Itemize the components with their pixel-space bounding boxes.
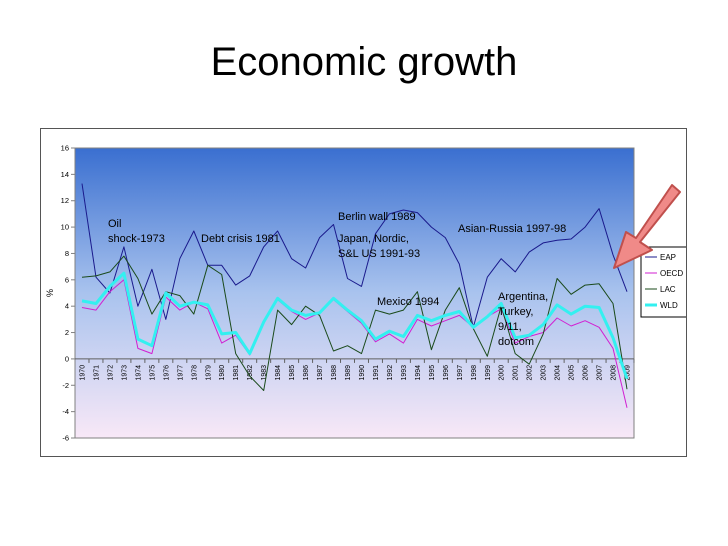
legend-label-oecd: OECD bbox=[660, 269, 683, 278]
y-tick-label: -6 bbox=[62, 434, 69, 443]
annotation-debt: Debt crisis 1981 bbox=[201, 233, 280, 245]
pointer-arrow-icon bbox=[613, 184, 681, 269]
annotation-argentina: Turkey, bbox=[498, 306, 533, 318]
y-tick-label: 10 bbox=[61, 223, 69, 232]
y-tick-label: 12 bbox=[61, 196, 69, 205]
x-tick-label: 1989 bbox=[345, 365, 352, 381]
y-tick-label: -2 bbox=[62, 381, 69, 390]
x-tick-label: 2004 bbox=[555, 365, 562, 381]
x-tick-label: 1981 bbox=[233, 365, 240, 381]
x-tick-label: 1984 bbox=[275, 365, 282, 381]
x-tick-label: 2008 bbox=[611, 365, 618, 381]
y-tick-label: 2 bbox=[65, 328, 69, 337]
annotation-japan: S&L US 1991-93 bbox=[338, 248, 420, 260]
series-line-wld bbox=[81, 271, 629, 380]
x-tick-label: 1995 bbox=[429, 365, 436, 381]
legend-label-lac: LAC bbox=[660, 285, 676, 294]
y-tick-label: 14 bbox=[61, 170, 69, 179]
y-tick-label: 16 bbox=[61, 144, 69, 153]
x-tick-label: 1976 bbox=[163, 365, 170, 381]
x-tick-label: 1993 bbox=[401, 365, 408, 381]
series-line-eap bbox=[81, 183, 628, 328]
x-tick-label: 1999 bbox=[485, 365, 492, 381]
x-tick-label: 2006 bbox=[583, 365, 590, 381]
x-tick-label: 1997 bbox=[457, 365, 464, 381]
annotation-mexico: Mexico 1994 bbox=[377, 296, 439, 308]
x-tick-label: 1977 bbox=[177, 365, 184, 381]
annotation-japan: Japan, Nordic, bbox=[338, 233, 409, 245]
x-tick-label: 1983 bbox=[261, 365, 268, 381]
x-tick-label: 1980 bbox=[219, 365, 226, 381]
x-tick-label: 1990 bbox=[359, 365, 366, 381]
x-tick-label: 1978 bbox=[191, 365, 198, 381]
x-tick-label: 2007 bbox=[597, 365, 604, 381]
x-tick-label: 2003 bbox=[541, 365, 548, 381]
x-tick-label: 1975 bbox=[149, 365, 156, 381]
x-tick-label: 1972 bbox=[107, 365, 114, 381]
x-tick-label: 2009 bbox=[625, 365, 632, 381]
x-tick-label: 2001 bbox=[513, 365, 520, 381]
x-tick-label: 2002 bbox=[527, 365, 534, 381]
annotation-oil: shock-1973 bbox=[108, 233, 165, 245]
x-tick-label: 1991 bbox=[373, 365, 380, 381]
slide-title: Economic growth bbox=[210, 40, 518, 84]
x-tick-label: 1998 bbox=[471, 365, 478, 381]
x-tick-label: 1992 bbox=[387, 365, 394, 381]
legend-label-eap: EAP bbox=[660, 253, 676, 262]
y-tick-label: 4 bbox=[65, 302, 69, 311]
y-tick-label: 6 bbox=[65, 275, 69, 284]
chart-frame: -6 -4 -2 0 2 4 6 8 10 12 14 16% 1970 1971 1972 1973 1974… bbox=[40, 128, 688, 457]
x-tick-label: 1971 bbox=[93, 365, 100, 381]
x-tick-label: 1988 bbox=[331, 365, 338, 381]
x-tick-label: 1970 bbox=[79, 365, 86, 381]
y-tick-label: -4 bbox=[62, 407, 69, 416]
plot-area bbox=[74, 147, 635, 439]
annotation-berlin: Berlin wall 1989 bbox=[338, 211, 416, 223]
economic-growth-chart: -6 -4 -2 0 2 4 6 8 10 12 14 16% 1970 1971 1972 1973 1974… bbox=[45, 144, 688, 443]
y-tick-label: 8 bbox=[65, 249, 69, 258]
x-tick-label: 2000 bbox=[499, 365, 506, 381]
y-axis-label: % bbox=[45, 289, 55, 297]
x-tick-label: 1974 bbox=[135, 365, 142, 381]
x-tick-label: 2005 bbox=[569, 365, 576, 381]
annotation-asia: Asian-Russia 1997-98 bbox=[458, 223, 566, 235]
annotation-argentina: dotcom bbox=[498, 336, 534, 348]
x-tick-label: 1985 bbox=[289, 365, 296, 381]
x-tick-label: 1982 bbox=[247, 365, 254, 381]
legend-label-wld: WLD bbox=[660, 301, 678, 310]
annotation-argentina: Argentina, bbox=[498, 291, 548, 303]
x-tick-label: 1979 bbox=[205, 365, 212, 381]
x-tick-label: 1987 bbox=[317, 365, 324, 381]
series-line-lac bbox=[81, 255, 628, 391]
x-tick-label: 1996 bbox=[443, 365, 450, 381]
x-tick-label: 1986 bbox=[303, 365, 310, 381]
x-tick-label: 1994 bbox=[415, 365, 422, 381]
x-tick-label: 1973 bbox=[121, 365, 128, 381]
annotation-oil: Oil bbox=[108, 218, 121, 230]
annotation-argentina: 9/11, bbox=[498, 321, 522, 333]
y-tick-label: 0 bbox=[65, 354, 69, 363]
series-line-oecd bbox=[81, 279, 628, 408]
